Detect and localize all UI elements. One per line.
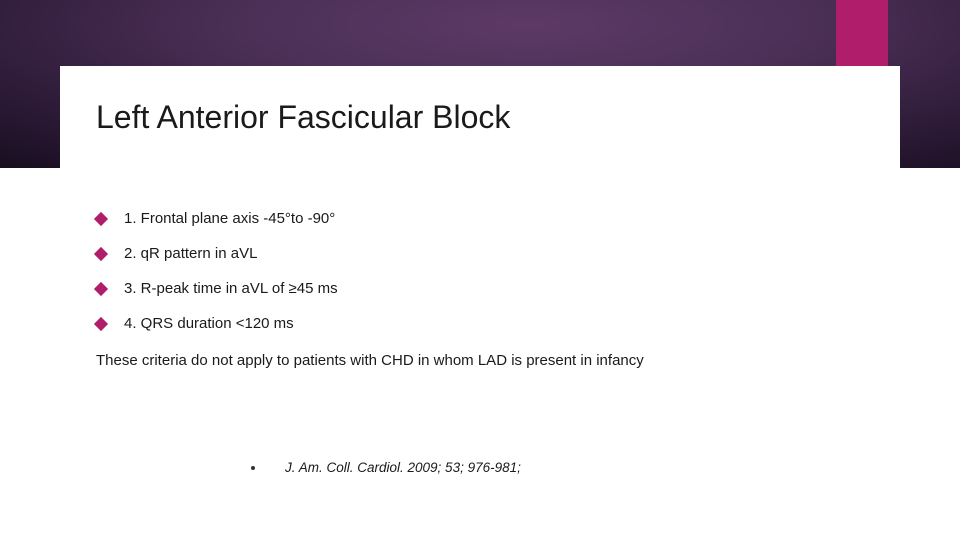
list-item: 2. qR pattern in aVL xyxy=(96,245,900,262)
diamond-bullet-icon xyxy=(94,247,108,261)
diamond-bullet-icon xyxy=(94,282,108,296)
list-item: 1. Frontal plane axis -45°to -90° xyxy=(96,210,900,227)
dot-bullet-icon xyxy=(251,466,255,470)
criteria-list: 1. Frontal plane axis -45°to -90° 2. qR … xyxy=(96,210,900,332)
list-item-text: 4. QRS duration <120 ms xyxy=(124,315,294,332)
title-card: Left Anterior Fascicular Block xyxy=(60,66,900,168)
diamond-bullet-icon xyxy=(94,317,108,331)
list-item-text: 3. R-peak time in aVL of ≥45 ms xyxy=(124,280,338,297)
slide: Left Anterior Fascicular Block 1. Fronta… xyxy=(0,0,960,540)
citation-row: J. Am. Coll. Cardiol. 2009; 53; 976-981; xyxy=(96,460,521,475)
list-item: 3. R-peak time in aVL of ≥45 ms xyxy=(96,280,900,297)
content-area: 1. Frontal plane axis -45°to -90° 2. qR … xyxy=(96,210,900,369)
list-item: 4. QRS duration <120 ms xyxy=(96,315,900,332)
diamond-bullet-icon xyxy=(94,212,108,226)
list-item-text: 2. qR pattern in aVL xyxy=(124,245,257,262)
slide-title: Left Anterior Fascicular Block xyxy=(96,99,510,136)
list-item-text: 1. Frontal plane axis -45°to -90° xyxy=(124,210,335,227)
citation-text: J. Am. Coll. Cardiol. 2009; 53; 976-981; xyxy=(285,460,521,475)
note-text: These criteria do not apply to patients … xyxy=(96,352,900,369)
